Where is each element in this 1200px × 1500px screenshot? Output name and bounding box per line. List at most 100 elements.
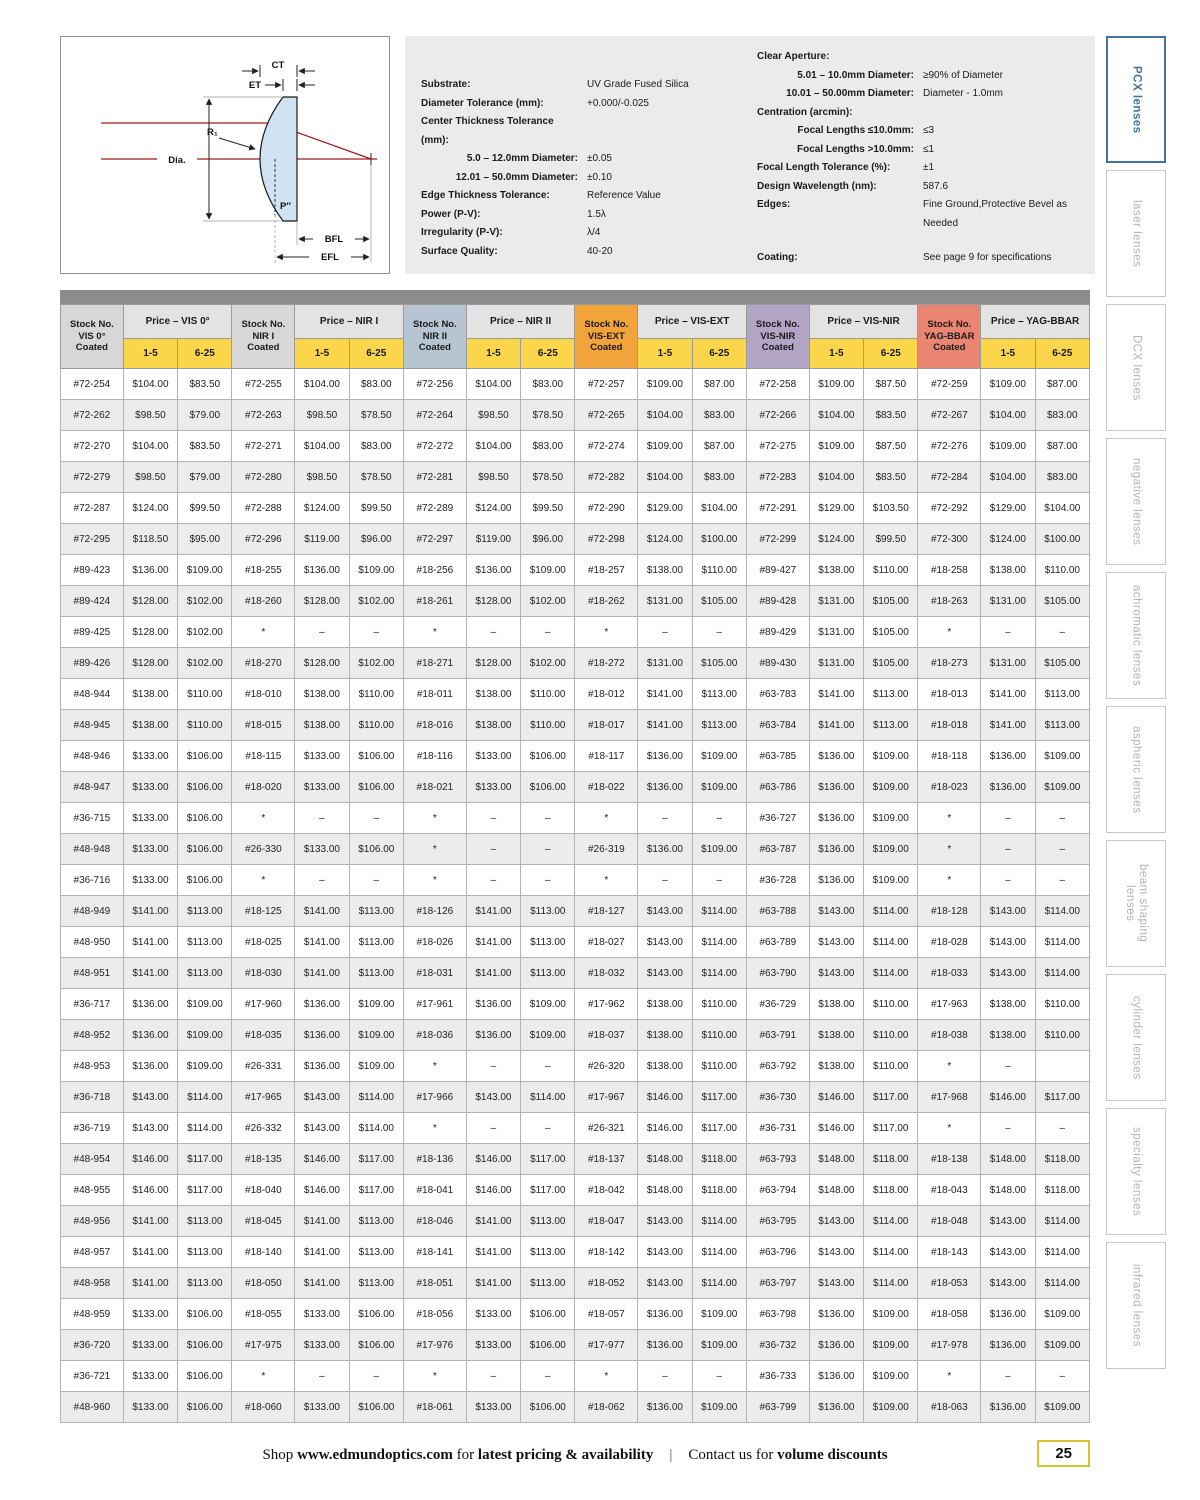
- price-value: $87.50: [863, 368, 919, 400]
- price-value: $109.00: [863, 1360, 919, 1392]
- spec-value: ≤3: [923, 125, 935, 136]
- price-value: $110.00: [1034, 554, 1091, 586]
- price-value: $113.00: [691, 709, 747, 741]
- sidebar-tab-dcx-lenses[interactable]: DCX lenses: [1106, 304, 1166, 431]
- price-value: $141.00: [294, 957, 350, 989]
- price-value: $118.00: [863, 1143, 919, 1175]
- stock-number: #36-721: [60, 1360, 124, 1392]
- stock-number: #89-423: [60, 554, 124, 586]
- stock-number: #72-263: [231, 399, 296, 431]
- stock-number: #18-061: [402, 1391, 467, 1423]
- quantity-header: 1-5: [808, 338, 865, 369]
- sidebar-tab-achromatic-lenses[interactable]: achromatic lenses: [1106, 572, 1166, 699]
- price-value: $146.00: [465, 1143, 522, 1175]
- price-value: $136.00: [808, 771, 865, 803]
- stock-number: #89-430: [745, 647, 810, 679]
- price-value: $141.00: [294, 895, 350, 927]
- stock-number: #18-125: [231, 895, 296, 927]
- stock-number: #26-319: [574, 833, 639, 865]
- sidebar-tab-label: beam shaping lenses: [1124, 864, 1149, 943]
- stock-number: *: [917, 1112, 982, 1144]
- stock-number: #36-716: [60, 864, 124, 896]
- stock-number: #18-037: [574, 1019, 639, 1051]
- price-value: $136.00: [122, 554, 179, 586]
- price-value: $113.00: [691, 678, 747, 710]
- price-value: $114.00: [691, 1236, 747, 1268]
- pricing-table-area: Stock No. VIS 0° Coated Price – VIS 0° Stock…: [60, 290, 1091, 1423]
- page-number: 25: [1037, 1440, 1090, 1467]
- price-value: $131.00: [980, 585, 1036, 617]
- sidebar-tab-pcx-lenses[interactable]: PCX lenses: [1106, 36, 1166, 163]
- spec-label: Surface Quality:: [421, 245, 498, 257]
- spec-value: 587.6: [923, 180, 949, 192]
- price-value: $110.00: [863, 988, 919, 1020]
- quantity-header: 6-25: [520, 338, 576, 369]
- price-value: $102.00: [177, 616, 233, 648]
- sidebar-tab-aspheric-lenses[interactable]: aspheric lenses: [1106, 706, 1166, 833]
- price-value: $99.50: [520, 492, 576, 524]
- price-value: $113.00: [520, 926, 576, 958]
- website-link[interactable]: www.edmundoptics.com: [297, 1446, 453, 1463]
- stock-number: #72-266: [745, 399, 810, 431]
- stock-number: #72-276: [917, 430, 982, 462]
- price-value: $87.00: [691, 430, 747, 462]
- stock-number: #72-254: [60, 368, 124, 400]
- price-value: $133.00: [122, 1391, 179, 1423]
- price-value: $131.00: [808, 647, 865, 679]
- price-value: $105.00: [691, 585, 747, 617]
- price-value: $104.00: [122, 430, 179, 462]
- sidebar-tab-infrared-lenses[interactable]: infrared lenses: [1106, 1242, 1166, 1369]
- price-value: $136.00: [808, 740, 865, 772]
- price-value: $110.00: [1034, 1019, 1091, 1051]
- price-value: $83.00: [1034, 399, 1091, 431]
- stock-number: #63-796: [745, 1236, 810, 1268]
- price-value: $114.00: [177, 1081, 233, 1113]
- sidebar-tab-laser-lenses[interactable]: laser lenses: [1106, 170, 1166, 297]
- price-value: –: [520, 1050, 576, 1082]
- price-value: $129.00: [808, 492, 865, 524]
- footer-text-segment: for: [452, 1446, 478, 1463]
- price-value: $118.00: [1034, 1143, 1091, 1175]
- spec-label: 10.01 – 50.00mm Diameter:: [786, 88, 914, 99]
- stock-number: *: [574, 864, 639, 896]
- table-row: #48-957 $141.00 $113.00 #18-140 $141.00 $113.…: [60, 1236, 1091, 1268]
- stock-number: #18-027: [574, 926, 639, 958]
- stock-header-line: Coated: [590, 342, 623, 354]
- table-row: #72-262 $98.50 $79.00 #72-263 $98.50 $78.50 #7…: [60, 399, 1091, 431]
- stock-number: #18-048: [917, 1205, 982, 1237]
- price-value: $106.00: [348, 740, 404, 772]
- spec-row: 10.01 – 50.00mm Diameter: Diameter - 1.0m…: [757, 85, 1089, 104]
- table-row: #48-954 $146.00 $117.00 #18-135 $146.00 $117.…: [60, 1143, 1091, 1175]
- stock-number: #48-949: [60, 895, 124, 927]
- stock-number: #26-332: [231, 1112, 296, 1144]
- sidebar-tab-cylinder-lenses[interactable]: cylinder lenses: [1106, 974, 1166, 1101]
- stock-number: *: [231, 616, 296, 648]
- sidebar-tab-negative-lenses[interactable]: negative lenses: [1106, 438, 1166, 565]
- price-value: $136.00: [465, 988, 522, 1020]
- price-value: $141.00: [122, 1236, 179, 1268]
- price-value: $104.00: [465, 368, 522, 400]
- stock-number: #63-787: [745, 833, 810, 865]
- sidebar-tab-specialty-lenses[interactable]: specialty lenses: [1106, 1108, 1166, 1235]
- price-value: $83.50: [863, 399, 919, 431]
- price-value: $133.00: [465, 771, 522, 803]
- price-value: $124.00: [122, 492, 179, 524]
- table-row: #36-721 $133.00 $106.00 * – – * – – * – – #36-733 $13…: [60, 1360, 1091, 1392]
- price-value: $131.00: [980, 647, 1036, 679]
- price-value: $83.00: [520, 368, 576, 400]
- price-value: $141.00: [465, 1236, 522, 1268]
- stock-number: #18-272: [574, 647, 639, 679]
- spec-value: [919, 48, 1089, 67]
- price-value: $105.00: [1034, 647, 1091, 679]
- table-row: #36-715 $133.00 $106.00 * – – * – – * – – #36-727 $13…: [60, 802, 1091, 834]
- spec-label: Edges:: [757, 199, 791, 210]
- table-row: #48-944 $138.00 $110.00 #18-010 $138.00 $110.…: [60, 678, 1091, 710]
- sidebar-tab-beam-shaping-lenses[interactable]: beam shaping lenses: [1106, 840, 1166, 967]
- r1-label: R₁: [207, 127, 218, 138]
- price-value: $114.00: [1034, 957, 1091, 989]
- stock-number: #18-022: [574, 771, 639, 803]
- price-value: $110.00: [1034, 988, 1091, 1020]
- price-value: $138.00: [980, 1019, 1036, 1051]
- price-value: $113.00: [520, 957, 576, 989]
